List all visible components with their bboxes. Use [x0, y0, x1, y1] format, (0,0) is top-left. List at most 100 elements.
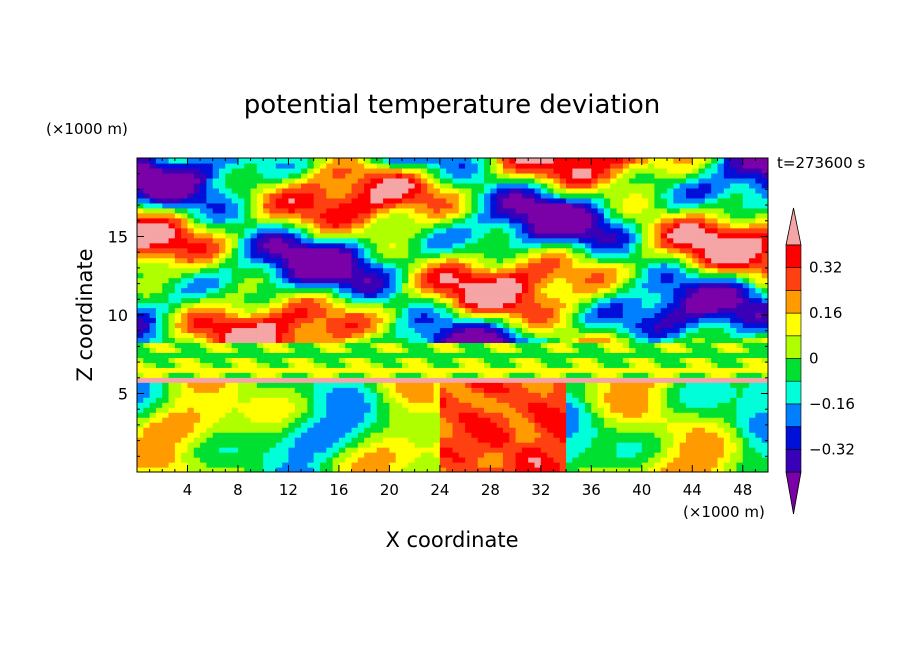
field-cell: [206, 422, 214, 428]
field-cell: [521, 267, 529, 274]
field-cell: [521, 347, 529, 353]
field-cell: [376, 197, 384, 204]
field-cell: [206, 442, 214, 448]
field-cell: [364, 222, 372, 229]
field-cell: [534, 197, 542, 204]
field-cell: [181, 382, 189, 388]
field-cell: [389, 187, 397, 194]
field-cell: [137, 412, 144, 418]
field-cell: [162, 262, 170, 269]
field-cell: [502, 222, 510, 229]
field-cell: [553, 297, 561, 304]
field-cell: [193, 407, 201, 413]
field-cell: [332, 332, 340, 339]
field-cell: [288, 382, 296, 388]
field-cell: [256, 317, 264, 324]
field-cell: [364, 257, 372, 264]
field-cell: [540, 177, 548, 184]
field-cell: [162, 217, 170, 224]
field-cell: [282, 437, 290, 443]
field-cell: [225, 467, 233, 472]
field-cell: [181, 172, 189, 179]
field-cell: [155, 412, 163, 418]
field-cell: [534, 317, 542, 324]
field-cell: [155, 437, 163, 443]
field-cell: [351, 397, 359, 403]
field-cell: [269, 297, 277, 304]
field-cell: [225, 432, 233, 438]
field-cell: [420, 357, 428, 363]
field-cell: [301, 177, 308, 184]
field-cell: [294, 162, 302, 169]
field-cell: [389, 452, 397, 458]
field-cell: [490, 432, 498, 438]
field-cell: [206, 447, 214, 453]
field-cell: [420, 162, 428, 169]
field-cell: [603, 167, 611, 174]
field-cell: [402, 357, 409, 363]
field-cell: [338, 182, 346, 189]
field-cell: [326, 302, 334, 309]
field-cell: [496, 422, 504, 428]
field-cell: [439, 217, 447, 224]
field-cell: [603, 297, 611, 304]
field-cell: [528, 172, 536, 179]
field-cell: [288, 342, 296, 348]
field-cell: [351, 422, 359, 428]
field-cell: [288, 297, 296, 304]
field-cell: [439, 467, 447, 472]
field-cell: [162, 222, 170, 229]
field-cell: [181, 177, 189, 184]
field-cell: [610, 287, 618, 294]
field-cell: [402, 158, 409, 164]
field-cell: [193, 422, 201, 428]
field-cell: [250, 327, 258, 334]
field-cell: [427, 332, 435, 339]
field-cell: [433, 392, 441, 398]
field-cell: [282, 277, 290, 284]
field-cell: [383, 217, 390, 224]
field-cell: [528, 287, 536, 294]
field-cell: [149, 447, 157, 453]
field-cell: [528, 417, 536, 423]
field-cell: [193, 202, 201, 209]
field-cell: [137, 402, 144, 408]
field-cell: [200, 192, 208, 199]
field-cell: [578, 362, 586, 368]
field-cell: [591, 262, 599, 269]
field-cell: [635, 462, 643, 468]
field-cell: [572, 332, 580, 339]
field-cell: [275, 237, 283, 244]
field-cell: [212, 172, 220, 179]
field-cell: [452, 207, 460, 214]
field-cell: [591, 217, 599, 224]
field-cell: [603, 352, 611, 358]
field-cell: [376, 257, 384, 264]
field-cell: [288, 302, 296, 309]
field-cell: [313, 347, 321, 353]
field-cell: [345, 467, 353, 472]
field-cell: [237, 187, 245, 194]
field-cell: [597, 397, 605, 403]
field-cell: [465, 327, 473, 334]
field-cell: [244, 322, 252, 329]
field-cell: [477, 382, 485, 388]
field-cell: [212, 267, 220, 274]
field-cell: [219, 262, 226, 269]
field-cell: [149, 327, 157, 334]
field-cell: [244, 447, 252, 453]
field-cell: [521, 327, 529, 334]
field-cell: [458, 372, 466, 378]
field-cell: [155, 432, 163, 438]
field-cell: [509, 322, 517, 329]
field-cell: [433, 287, 441, 294]
field-cell: [332, 317, 340, 324]
field-cell: [244, 312, 252, 319]
field-cell: [193, 227, 201, 234]
field-cell: [155, 257, 163, 264]
field-cell: [566, 172, 573, 179]
field-cell: [465, 247, 473, 254]
field-cell: [622, 327, 630, 334]
field-cell: [200, 158, 208, 164]
field-cell: [471, 332, 479, 339]
